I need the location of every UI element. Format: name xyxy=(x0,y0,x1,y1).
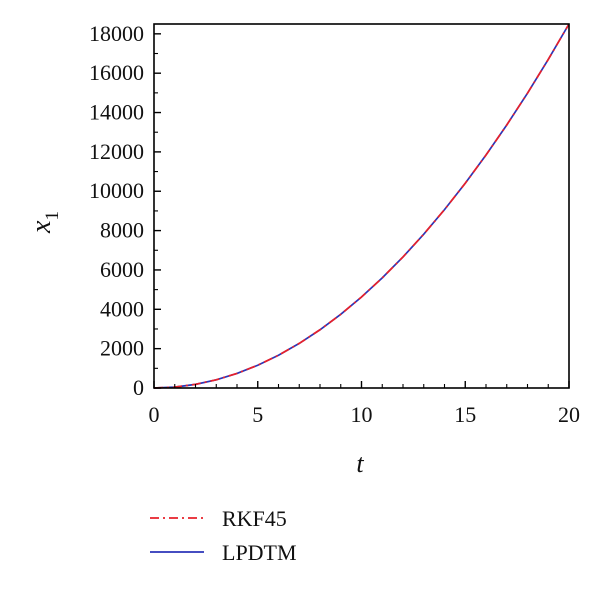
x-tick-label: 20 xyxy=(558,402,580,427)
series-line-lpdtm xyxy=(153,23,570,389)
x-tick-label: 0 xyxy=(149,402,160,427)
x-tick-label: 15 xyxy=(454,402,476,427)
y-tick-label: 16000 xyxy=(89,60,144,85)
y-tick-label: 14000 xyxy=(89,100,144,125)
y-tick-label: 6000 xyxy=(100,257,144,282)
y-tick-label: 18000 xyxy=(89,21,144,46)
legend: RKF45 LPDTM xyxy=(150,506,297,565)
y-tick-label: 12000 xyxy=(89,139,144,164)
y-axis-label-subscript: 1 xyxy=(42,211,63,221)
y-tick-label: 2000 xyxy=(100,336,144,361)
x-axis: 0 5 10 15 20 xyxy=(149,381,580,427)
y-axis-label: x1 xyxy=(26,211,63,234)
y-tick-label: 8000 xyxy=(100,218,144,243)
plot-area xyxy=(153,23,570,389)
x-axis-label: t xyxy=(356,449,364,478)
legend-label-rkf45: RKF45 xyxy=(222,506,287,531)
x-tick-label: 10 xyxy=(351,402,373,427)
y-tick-label: 10000 xyxy=(89,178,144,203)
legend-label-lpdtm: LPDTM xyxy=(222,540,297,565)
y-tick-label: 4000 xyxy=(100,296,144,321)
y-axis: 0 2000 4000 6000 8000 10000 12000 14000 16000 180… xyxy=(89,21,161,400)
plot-frame xyxy=(153,23,570,389)
x-tick-label: 5 xyxy=(252,402,263,427)
y-axis-label-main: x xyxy=(26,220,57,234)
series-line-rkf45 xyxy=(153,23,570,389)
y-tick-label: 0 xyxy=(133,375,144,400)
